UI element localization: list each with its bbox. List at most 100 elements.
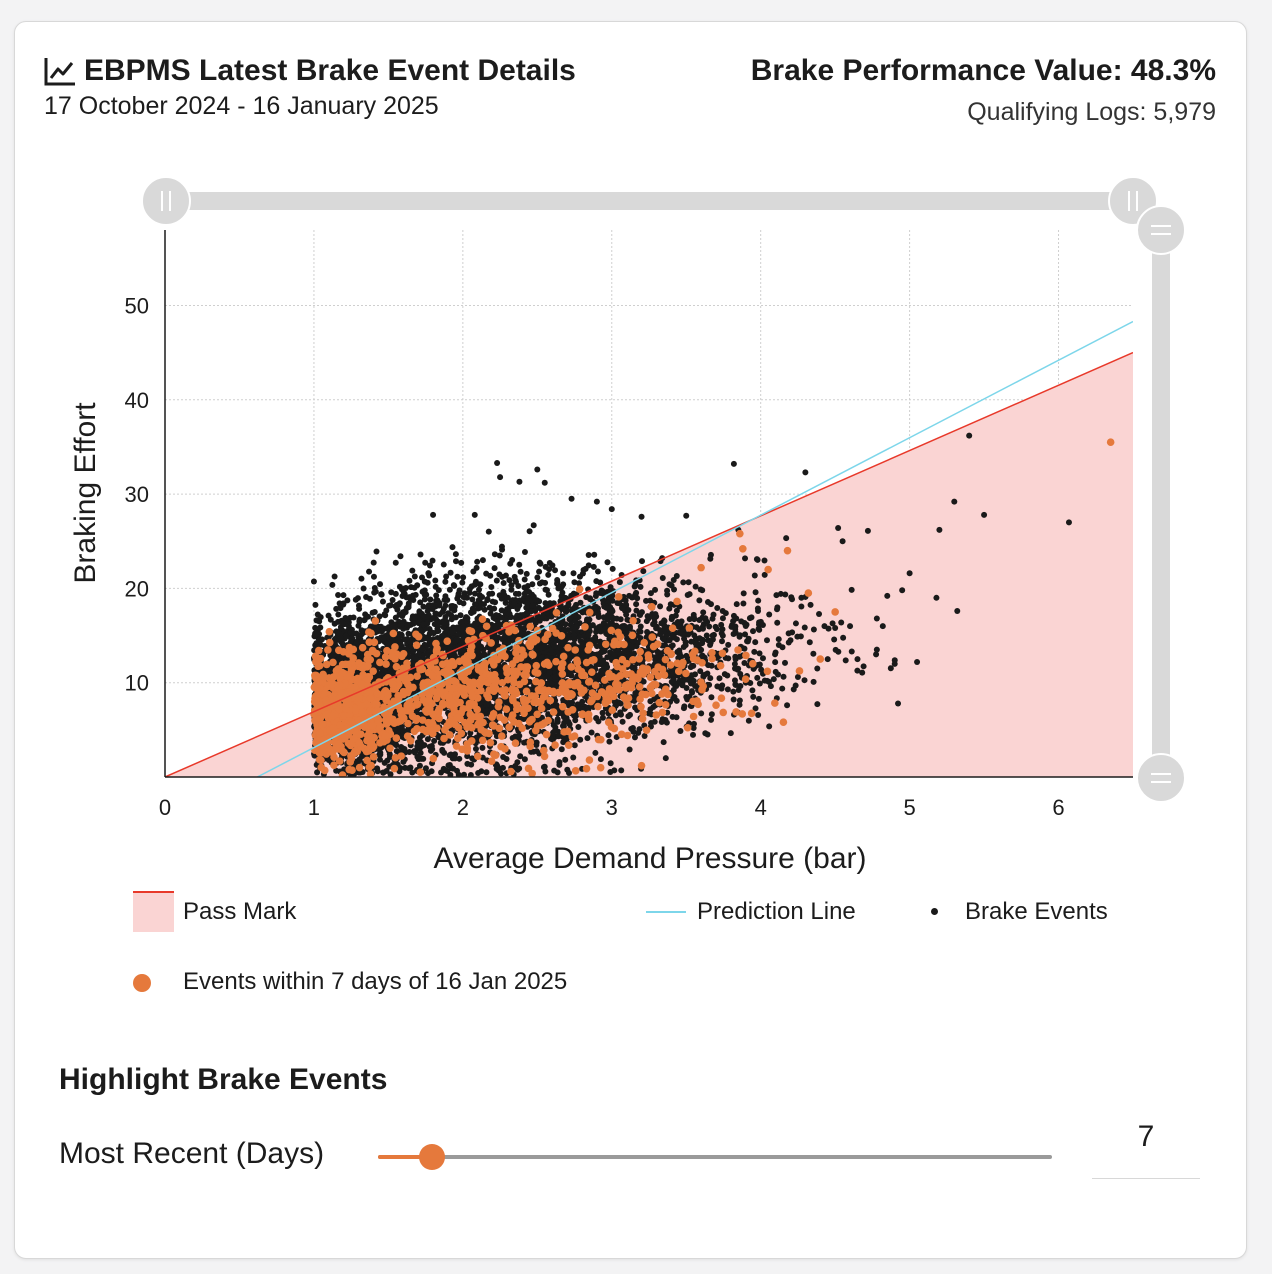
scatter-point	[460, 574, 467, 581]
scatter-point	[446, 586, 453, 593]
scatter-point	[427, 596, 434, 603]
scatter-point	[424, 770, 431, 777]
scatter-point	[312, 601, 319, 608]
scatter-point	[374, 768, 381, 775]
scatter-point	[502, 599, 509, 606]
scatter-point	[396, 583, 403, 590]
scatter-point	[492, 599, 499, 606]
scatter-point	[381, 611, 388, 618]
scatter-point	[454, 595, 461, 602]
scatter-point	[514, 766, 521, 773]
scatter-point	[555, 585, 562, 592]
scatter-point	[447, 751, 454, 758]
scatter-point	[542, 579, 549, 586]
scatter-point	[450, 765, 457, 772]
scatter-point	[611, 767, 618, 774]
scatter-point	[376, 613, 383, 620]
scatter-point	[443, 573, 450, 580]
scatter-point	[521, 584, 528, 591]
scatter-point	[571, 742, 578, 749]
scatter-point	[310, 578, 317, 585]
scatter-point	[397, 641, 404, 648]
scatter-point	[352, 596, 359, 603]
scatter-point	[429, 629, 436, 636]
y-range-handle-bottom[interactable]	[1136, 753, 1186, 803]
scatter-point	[439, 608, 446, 615]
scatter-point	[424, 736, 431, 743]
scatter-point	[533, 742, 540, 749]
x-range-handle-left[interactable]	[141, 176, 191, 226]
scatter-point	[406, 749, 413, 756]
scatter-point	[353, 640, 360, 647]
scatter-point	[479, 744, 486, 751]
scatter-point	[491, 565, 498, 572]
scatter-point	[312, 624, 319, 631]
y-range-slider-track[interactable]	[1152, 230, 1170, 778]
scatter-point	[412, 655, 419, 662]
scatter-point	[317, 641, 324, 648]
scatter-point	[409, 567, 416, 574]
scatter-point	[389, 635, 396, 642]
scatter-point	[493, 577, 500, 584]
scatter-point	[631, 734, 638, 741]
scatter-point	[432, 610, 439, 617]
scatter-point	[663, 719, 670, 726]
scatter-point	[452, 614, 459, 621]
x-range-slider-track[interactable]	[166, 192, 1133, 210]
scatter-point	[496, 552, 503, 559]
scatter-point	[331, 620, 338, 627]
scatter-point	[494, 618, 501, 625]
scatter-point	[421, 613, 428, 620]
scatter-point	[461, 771, 468, 777]
scatter-point	[360, 585, 367, 592]
scatter-point	[410, 620, 417, 627]
scatter-point	[432, 577, 439, 584]
scatter-point	[484, 596, 491, 603]
scatter-point	[463, 594, 470, 601]
scatter-point	[426, 572, 433, 579]
scatter-point	[481, 651, 488, 658]
page-title: EBPMS Latest Brake Event Details	[84, 54, 576, 87]
scatter-point	[433, 592, 440, 599]
scatter-point	[476, 586, 483, 593]
scatter-point	[417, 599, 424, 606]
scatter-point	[387, 602, 394, 609]
scatter-point	[401, 746, 408, 753]
scatter-point	[431, 737, 438, 744]
scatter-point	[421, 578, 428, 585]
scatter-point	[392, 590, 399, 597]
scatter-point	[376, 751, 383, 758]
scatter-point	[414, 582, 421, 589]
scatter-point	[370, 573, 377, 580]
date-range: 17 October 2024 - 16 January 2025	[44, 92, 439, 120]
scatter-point	[500, 579, 507, 586]
scatter-point	[438, 633, 445, 640]
scatter-point	[562, 756, 569, 763]
scatter-point	[409, 769, 416, 776]
scatter-point	[471, 581, 478, 588]
scatter-point	[416, 626, 423, 633]
scatter-point	[426, 743, 433, 750]
scatter-point	[358, 575, 365, 582]
scatter-point	[423, 635, 430, 642]
scatter-point	[410, 597, 417, 604]
scatter-point	[485, 528, 492, 535]
scatter-point	[400, 758, 407, 765]
scatter-point	[337, 638, 344, 645]
scatter-point	[426, 640, 433, 647]
scatter-point	[397, 553, 404, 560]
scatter-point	[396, 726, 403, 733]
scatter-point	[335, 592, 342, 599]
scatter-point	[481, 606, 488, 613]
scatter-point	[392, 559, 399, 566]
scatter-point	[590, 563, 597, 570]
scatter-point	[552, 567, 559, 574]
scatter-point	[387, 771, 394, 777]
scatter-point	[338, 655, 345, 662]
scatter-point	[617, 700, 624, 707]
y-range-handle-top[interactable]	[1136, 205, 1186, 255]
scatter-point	[534, 574, 541, 581]
scatter-point	[369, 609, 376, 616]
scatter-point	[435, 628, 442, 635]
